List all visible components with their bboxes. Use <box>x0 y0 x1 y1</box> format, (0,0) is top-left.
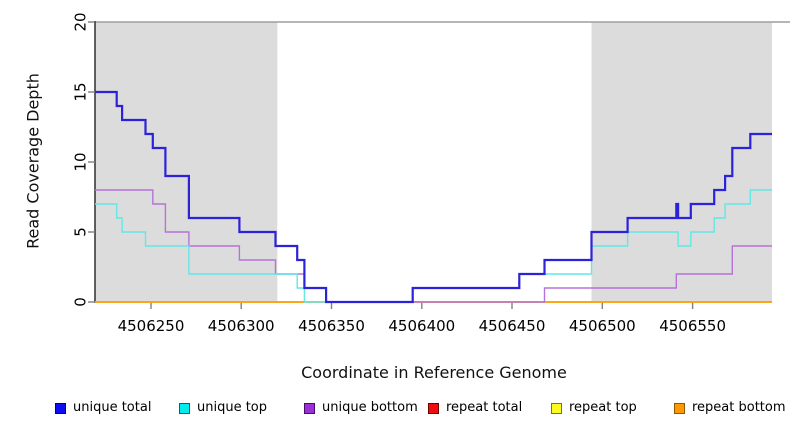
legend-swatch-unique-top <box>179 402 190 414</box>
legend-swatch-unique-bottom <box>304 402 315 414</box>
legend-label-unique-bottom: unique bottom <box>322 400 418 415</box>
legend-item-unique-total: unique total <box>55 400 151 416</box>
y-axis-title: Read Coverage Depth <box>23 73 43 249</box>
svg-text:4506400: 4506400 <box>388 317 455 335</box>
legend-item-repeat-bottom: repeat bottom <box>674 400 786 416</box>
svg-text:4506450: 4506450 <box>479 317 546 335</box>
legend-swatch-repeat-top <box>551 402 562 414</box>
legend-item-unique-top: unique top <box>179 400 267 416</box>
legend-swatch-repeat-total <box>428 402 439 414</box>
svg-text:5: 5 <box>71 227 89 237</box>
legend-label-unique-total: unique total <box>73 400 152 415</box>
legend-item-repeat-total: repeat total <box>428 400 522 416</box>
svg-text:4506350: 4506350 <box>298 317 365 335</box>
legend-item-unique-bottom: unique bottom <box>304 400 418 416</box>
x-axis-title: Coordinate in Reference Genome <box>301 363 567 382</box>
svg-text:4506500: 4506500 <box>569 317 636 335</box>
legend-swatch-repeat-bottom <box>674 402 685 414</box>
svg-text:0: 0 <box>71 297 89 307</box>
legend-label-unique-top: unique top <box>197 400 268 415</box>
svg-text:4506550: 4506550 <box>659 317 726 335</box>
legend-swatch-unique-total <box>55 402 66 414</box>
svg-text:4506300: 4506300 <box>208 317 275 335</box>
svg-text:15: 15 <box>71 82 89 101</box>
legend-label-repeat-bottom: repeat bottom <box>692 400 786 415</box>
legend-item-repeat-top: repeat top <box>551 400 637 416</box>
legend-label-repeat-total: repeat total <box>446 400 523 415</box>
svg-text:20: 20 <box>71 12 89 31</box>
svg-text:10: 10 <box>71 152 89 171</box>
legend-label-repeat-top: repeat top <box>569 400 637 415</box>
svg-text:4506250: 4506250 <box>118 317 185 335</box>
